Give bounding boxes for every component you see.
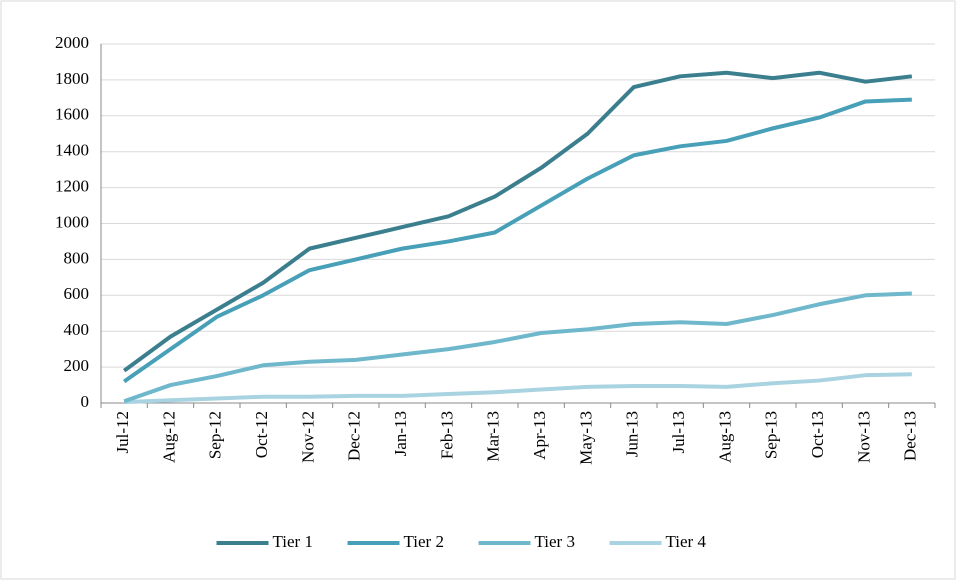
x-tick-label: Dec-13 [901, 411, 920, 461]
x-tick-label: Aug-12 [159, 411, 178, 463]
x-tick-label: Jan-13 [391, 411, 410, 456]
series-line [123, 97, 912, 384]
y-tick-label: 1600 [55, 105, 89, 124]
x-tick-label: Sep-13 [762, 411, 781, 459]
x-tick-label: Jul-12 [113, 411, 132, 454]
x-tick-label: Mar-13 [484, 411, 503, 462]
y-tick-label: 200 [64, 356, 90, 375]
y-tick-label: 600 [64, 284, 90, 303]
x-tick-label: Nov-12 [298, 411, 317, 463]
series-line [124, 372, 912, 405]
legend-label: Tier 2 [404, 532, 444, 551]
legend-label: Tier 4 [666, 532, 707, 551]
y-tick-label: 2000 [55, 33, 89, 52]
y-tick-label: 1800 [55, 69, 89, 88]
x-tick-label: Jul-13 [669, 411, 688, 454]
x-tick-label: Sep-12 [206, 411, 225, 459]
x-tick-label: May-13 [576, 411, 595, 465]
x-tick-label: Jun-13 [623, 411, 642, 457]
y-tick-label: 1200 [55, 177, 89, 196]
legend-label: Tier 1 [273, 532, 313, 551]
y-tick-label: 800 [64, 248, 90, 267]
legend-label: Tier 3 [535, 532, 575, 551]
x-tick-label: Oct-12 [252, 411, 271, 458]
x-tick-label: Oct-13 [808, 411, 827, 458]
x-tick-label: Feb-13 [437, 411, 456, 459]
series-line [122, 70, 913, 373]
x-tick-label: Dec-12 [345, 411, 364, 461]
x-tick-label: Aug-13 [715, 411, 734, 463]
y-tick-label: 0 [81, 392, 90, 411]
y-tick-label: 1400 [55, 141, 89, 160]
y-tick-label: 1000 [55, 212, 89, 231]
x-tick-label: Apr-13 [530, 411, 549, 460]
series-line [123, 291, 912, 404]
y-tick-label: 400 [64, 320, 90, 339]
x-tick-label: Nov-13 [854, 411, 873, 463]
